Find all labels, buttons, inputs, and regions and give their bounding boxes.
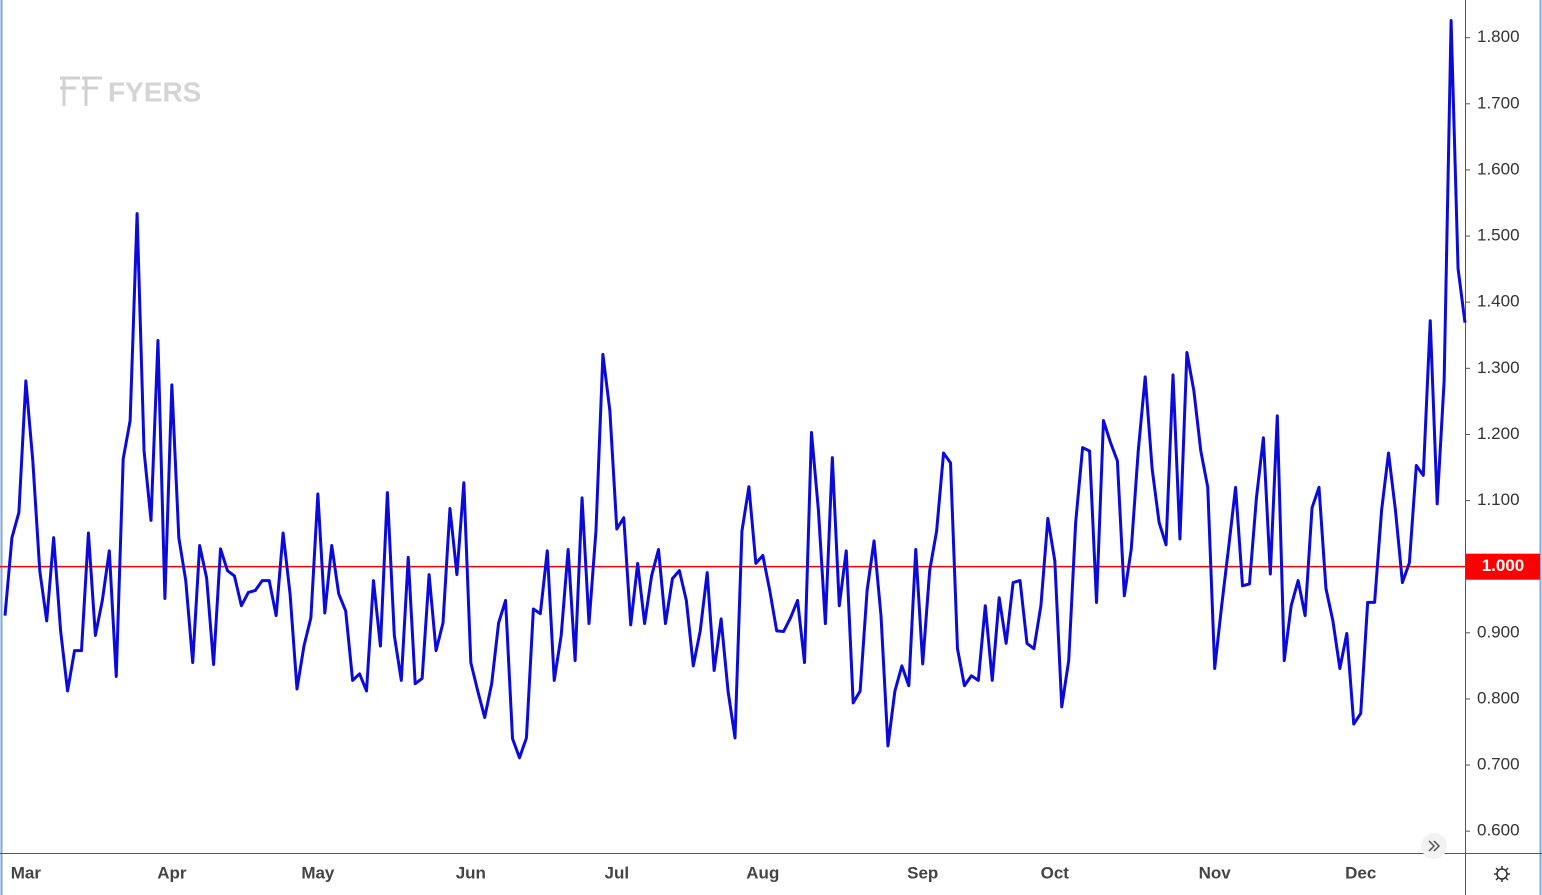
x-tick-label: Jul xyxy=(605,863,630,882)
y-tick-label: 0.800 xyxy=(1477,688,1520,707)
y-tick-label: 1.300 xyxy=(1477,358,1520,377)
watermark: FYERS xyxy=(108,76,201,107)
x-tick-label: Apr xyxy=(157,863,187,882)
x-tick-label: Sep xyxy=(907,863,938,882)
y-tick-label: 0.600 xyxy=(1477,821,1520,840)
x-tick-label: Mar xyxy=(11,863,42,882)
scroll-icon[interactable] xyxy=(1428,840,1441,852)
y-tick-label: 1.700 xyxy=(1477,93,1520,112)
settings-icon-spokes[interactable] xyxy=(1494,866,1510,882)
settings-button[interactable] xyxy=(1494,866,1510,882)
y-tick-label: 0.700 xyxy=(1477,755,1520,774)
y-tick-label: 1.400 xyxy=(1477,292,1520,311)
scroll-button[interactable] xyxy=(1421,833,1447,859)
x-tick-label: Oct xyxy=(1041,863,1070,882)
x-tick-label: Jun xyxy=(456,863,486,882)
reference-label-box xyxy=(1466,553,1540,580)
y-tick-label: 1.600 xyxy=(1477,159,1520,178)
y-tick-label: 1.500 xyxy=(1477,226,1520,245)
x-tick-label: May xyxy=(301,863,335,882)
x-tick-label: Nov xyxy=(1199,863,1232,882)
series-line xyxy=(3,19,1467,760)
y-tick-label: 1.800 xyxy=(1477,27,1520,46)
x-tick-label: Dec xyxy=(1345,863,1376,882)
x-tick-label: Aug xyxy=(746,863,779,882)
y-tick-label: 1.100 xyxy=(1477,490,1520,509)
reference-label: 1.000 xyxy=(1482,556,1525,575)
watermark-logo xyxy=(60,76,102,106)
y-tick-label: 1.200 xyxy=(1477,424,1520,443)
y-tick-label: 0.900 xyxy=(1477,622,1520,641)
